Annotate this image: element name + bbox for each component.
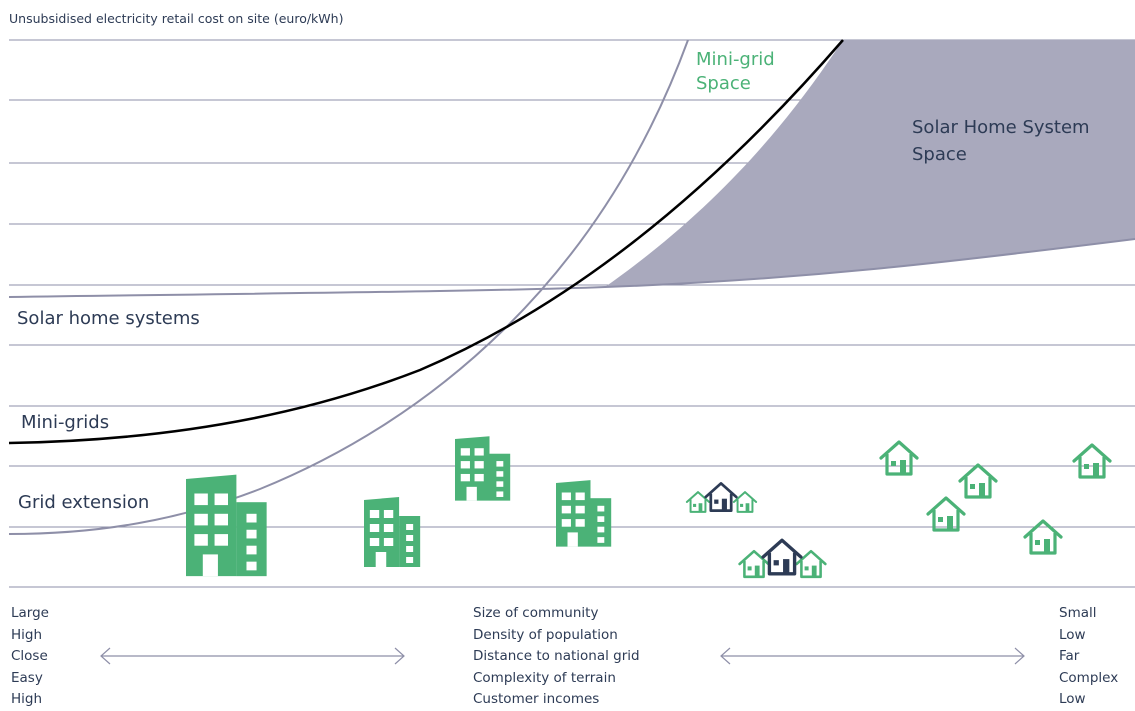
left-value: Easy	[11, 669, 43, 686]
solar-space-label: Solar Home System Space	[912, 114, 1090, 168]
solar-home-system-space-area	[605, 40, 1135, 287]
solar-space-label-line2: Space	[912, 144, 967, 165]
right-axis-values: Small Low Far Complex Low	[1059, 603, 1118, 711]
left-value: High	[11, 691, 43, 707]
building-icon	[455, 436, 511, 501]
left-value: Large	[11, 605, 49, 621]
solar-space-label-line1: Solar Home System	[912, 117, 1090, 138]
factor-label: Complexity of terrain	[473, 669, 616, 686]
factor-label: Size of community	[473, 605, 599, 621]
house-cluster-icon	[685, 482, 758, 513]
building-icon	[556, 480, 612, 547]
left-value: Close	[11, 648, 48, 664]
left-axis-values: Large High Close Easy High	[11, 603, 49, 711]
building-icon	[186, 474, 267, 577]
right-value: Low	[1059, 626, 1086, 643]
mini-grids-curve	[8, 39, 844, 445]
solar-home-systems-label: Solar home systems	[17, 308, 200, 329]
double-arrow-icon	[720, 647, 1025, 665]
solar-home-systems-curve	[8, 238, 1135, 298]
right-value: Low	[1059, 691, 1086, 707]
house-icon	[958, 463, 998, 499]
house-icon	[1072, 443, 1112, 479]
grid-extension-curve	[8, 39, 689, 535]
mini-grid-space-label-line2: Space	[696, 73, 751, 94]
right-value: Small	[1059, 605, 1097, 621]
grid-extension-label: Grid extension	[18, 492, 150, 513]
center-axis-factors: Size of community Density of population …	[473, 603, 640, 711]
y-axis-label: Unsubsidised electricity retail cost on …	[9, 11, 344, 26]
right-value: Complex	[1059, 669, 1119, 686]
building-icon	[364, 497, 421, 567]
house-icon	[1023, 519, 1063, 555]
house-icon	[926, 496, 966, 532]
right-value: Far	[1059, 648, 1080, 664]
factor-label: Density of population	[473, 626, 618, 643]
factor-label: Customer incomes	[473, 691, 600, 707]
factor-label: Distance to national grid	[473, 648, 640, 664]
left-value: High	[11, 626, 43, 643]
mini-grid-space-label-line1: Mini-grid	[696, 49, 775, 70]
house-cluster-icon	[738, 538, 827, 579]
house-icon	[879, 440, 919, 476]
mini-grid-space-label: Mini-grid Space	[696, 48, 775, 96]
double-arrow-icon	[100, 647, 405, 665]
mini-grids-label: Mini-grids	[21, 412, 110, 433]
